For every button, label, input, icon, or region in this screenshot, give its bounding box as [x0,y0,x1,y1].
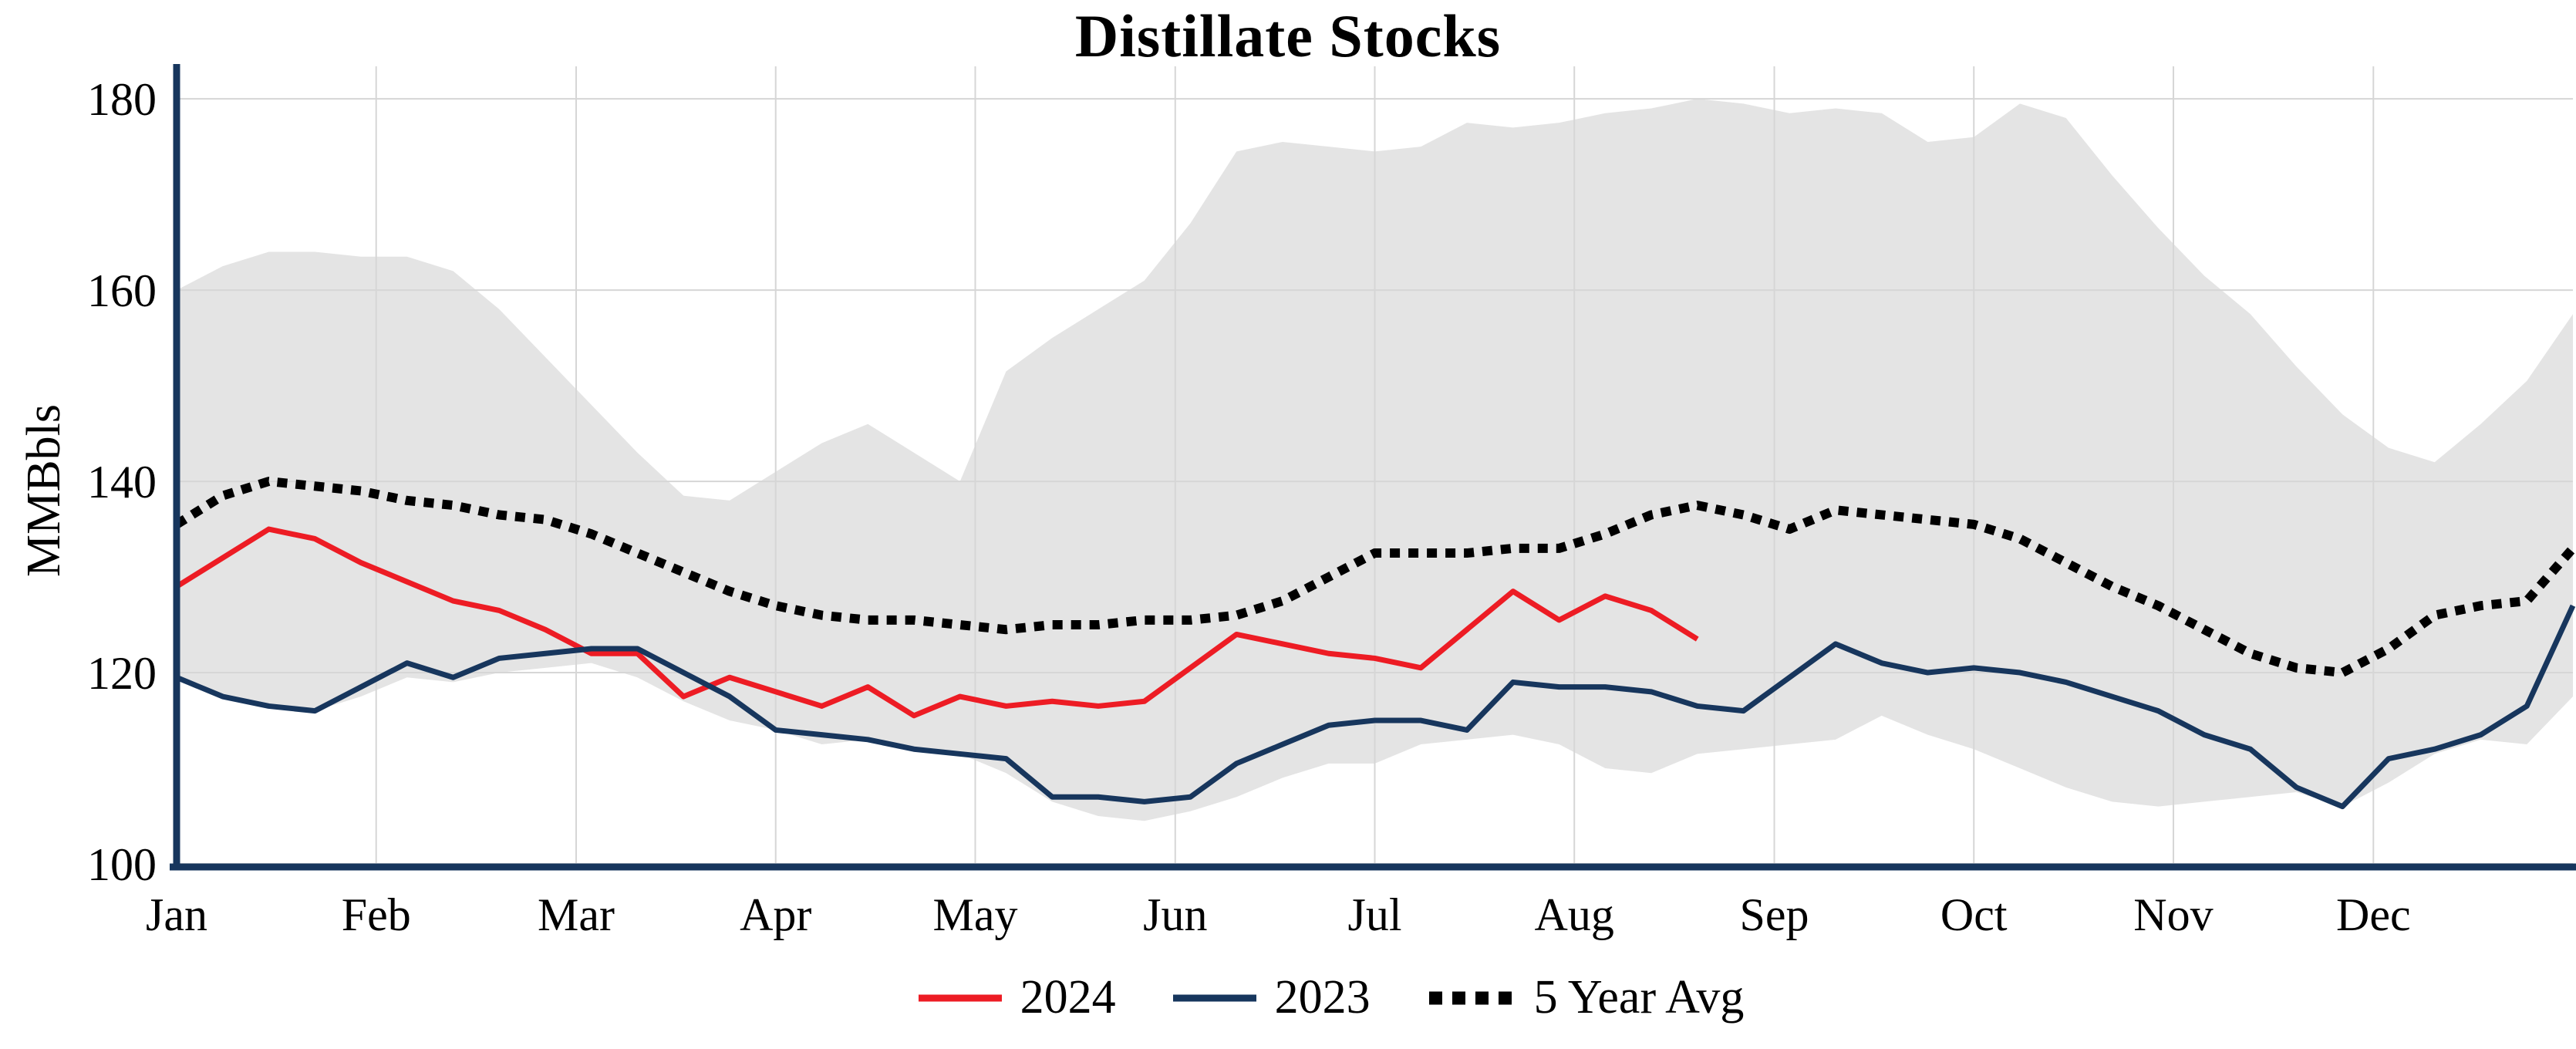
y-tick-label: 120 [87,648,157,699]
dotted-line-swatch [1428,991,1516,1004]
x-tick-label: Dec [2336,889,2411,940]
chart-title: Distillate Stocks [1074,2,1502,69]
y-tick-label: 180 [87,74,157,125]
y-tick-label: 100 [87,839,157,890]
x-tick-label: Oct [1940,889,2008,940]
legend-item-2024: 2024 [917,970,1116,1025]
series-line-2023 [175,604,2576,810]
legend-item-5-year-avg: 5 Year Avg [1426,970,1745,1025]
x-tick-label: Jul [1347,889,1401,940]
legend-label-5-year-avg: 5 Year Avg [1533,971,1745,1024]
series-line-2024 [175,526,1699,719]
x-tick-label: Aug [1535,889,1614,940]
y-tick-label: 140 [87,457,157,508]
legend-item-2023: 2023 [1172,970,1371,1025]
x-tick-label: Apr [740,889,811,940]
series-line-5-year-avg [174,477,2576,678]
legend-label-2023: 2023 [1274,971,1371,1024]
x-tick-label: Sep [1740,889,1809,940]
x-tick-label: Nov [2133,889,2213,940]
x-tick-label: Jan [146,889,207,940]
legend: 2024 2023 5 Year Avg [85,970,2576,1025]
y-tick-label: 160 [87,265,157,316]
x-tick-label: May [932,889,1017,940]
x-tick-label: Feb [342,889,411,940]
x-tick-label: Mar [538,889,615,940]
navy-line-swatch [1172,994,1256,1001]
red-line-swatch [918,994,1002,1001]
legend-label-2024: 2024 [1020,971,1116,1024]
x-tick-label: Jun [1143,889,1207,940]
